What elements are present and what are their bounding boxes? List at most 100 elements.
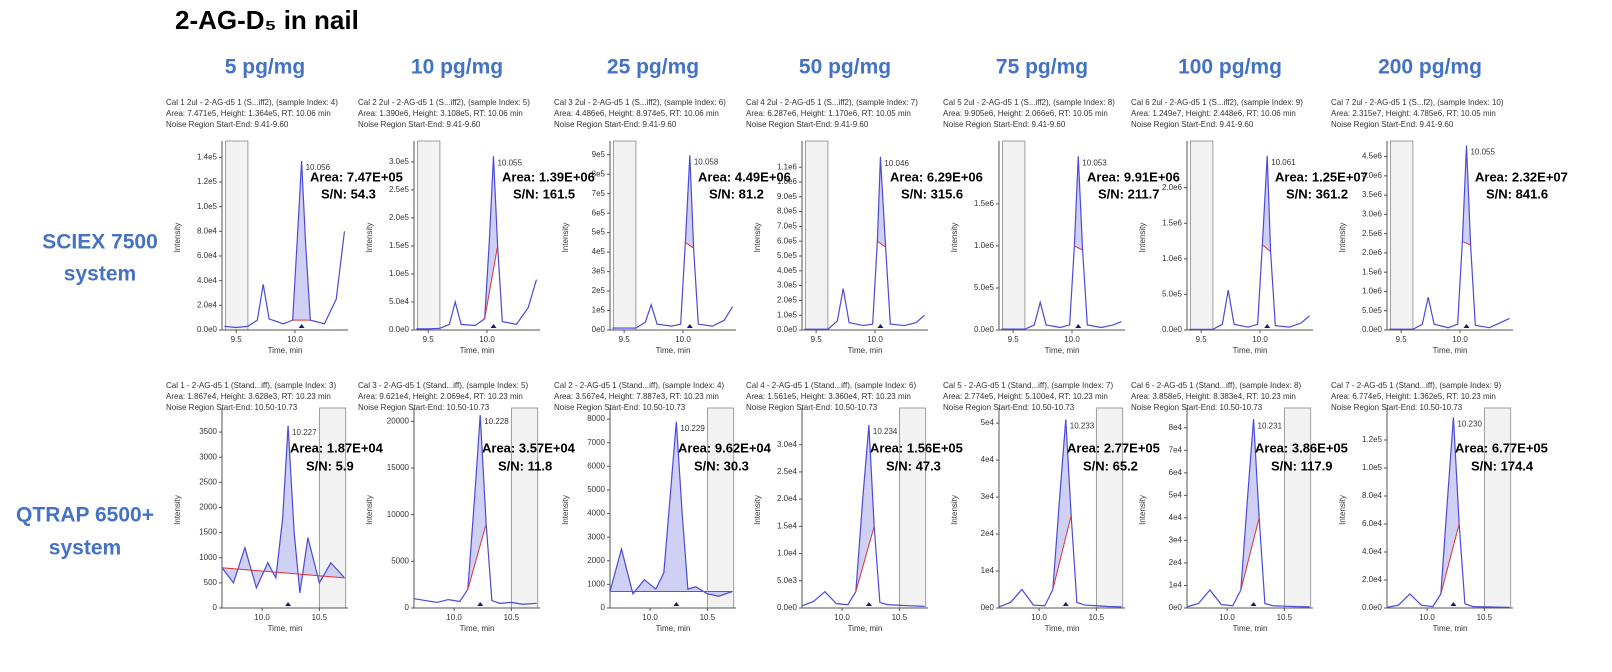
trace — [1386, 417, 1510, 608]
x-axis-label: Time, min — [656, 624, 691, 633]
peak-label: 10.058 — [694, 157, 719, 166]
y-tick-label: 4000 — [587, 509, 605, 518]
y-axis-label: Intensity — [365, 495, 374, 525]
y-tick-label: 1.5e6 — [974, 199, 995, 208]
column-label: 100 pg/mg — [1178, 56, 1282, 79]
peak-fill — [292, 161, 311, 321]
sn-annotation: S/N: 54.3 — [321, 186, 376, 201]
y-tick-label: 1000 — [199, 553, 217, 562]
x-tick-label: 10.0 — [1252, 335, 1268, 344]
peak-label: 10.053 — [1082, 158, 1107, 167]
y-tick-label: 3500 — [199, 427, 217, 436]
peak-marker — [1450, 602, 1457, 606]
sn-annotation: S/N: 174.4 — [1471, 458, 1534, 473]
x-tick-label: 10.0 — [446, 613, 462, 622]
y-tick-label: 5.0e5 — [1362, 306, 1383, 315]
peak-marker — [298, 324, 305, 328]
x-axis-label: Time, min — [1045, 624, 1080, 633]
y-tick-label: 7000 — [587, 438, 605, 447]
peak-marker — [1250, 602, 1257, 606]
y-tick-label: 8e4 — [1169, 423, 1183, 432]
y-tick-label: 0.0e0 — [974, 325, 995, 334]
y-tick-label: 5.0e5 — [974, 283, 995, 292]
panel-header: Area: 9.621e4, Height: 2.069e4, RT: 10.2… — [358, 392, 523, 401]
x-axis-label: Time, min — [460, 624, 495, 633]
noise-region — [613, 140, 637, 331]
peak-marker — [1062, 602, 1069, 606]
y-tick-label: 1.0e4 — [777, 549, 798, 558]
baseline — [1074, 245, 1083, 251]
y-tick-label: 7e5 — [592, 189, 606, 198]
baseline — [877, 240, 886, 248]
baseline — [685, 241, 694, 249]
y-tick-label: 2.5e5 — [389, 185, 410, 194]
baseline — [1262, 244, 1271, 253]
x-tick-label: 10.5 — [312, 613, 328, 622]
panel-header: Area: 3.567e4, Height: 7.887e3, RT: 10.2… — [554, 392, 719, 401]
x-tick-label: 10.0 — [675, 335, 691, 344]
panel-header: Noise Region Start-End: 9.41-9.60 — [943, 120, 1066, 129]
sn-annotation: S/N: 5.9 — [306, 458, 354, 473]
peak-fill — [1440, 417, 1460, 594]
panel-header: Cal 7 - 2-AG-d5 1 (Stand...iff), (sample… — [1331, 381, 1501, 390]
x-axis-label: Time, min — [268, 624, 303, 633]
y-tick-label: 1.5e6 — [1162, 218, 1183, 227]
baseline — [1462, 240, 1471, 246]
sn-annotation: S/N: 65.2 — [1083, 458, 1138, 473]
sn-annotation: S/N: 841.6 — [1486, 186, 1548, 201]
peak-marker — [877, 324, 884, 328]
column-label: 5 pg/mg — [225, 56, 306, 79]
panel-header: Noise Region Start-End: 9.41-9.60 — [358, 120, 481, 129]
column-label: 10 pg/mg — [411, 56, 503, 79]
x-tick-label: 9.5 — [1196, 335, 1208, 344]
y-tick-label: 3.0e5 — [777, 281, 798, 290]
x-tick-label: 9.5 — [1396, 335, 1408, 344]
y-tick-label: 2.0e6 — [1162, 183, 1183, 192]
peak-fill — [467, 414, 487, 590]
area-annotation: Area: 2.32E+07 — [1475, 169, 1568, 184]
y-tick-label: 5000 — [391, 556, 409, 565]
y-axis-label: Intensity — [1138, 223, 1147, 253]
peak-marker — [285, 602, 292, 606]
area-annotation: Area: 1.87E+04 — [290, 440, 384, 455]
y-tick-label: 5.0e4 — [389, 297, 410, 306]
baseline — [1440, 523, 1460, 595]
y-axis-label: Intensity — [1338, 223, 1347, 253]
y-tick-label: 500 — [204, 578, 218, 587]
panel-header: Cal 3 2ul - 2-AG-d5 1 (S...iff2), (sampl… — [554, 98, 726, 107]
peak-marker — [490, 324, 497, 328]
y-tick-label: 4.0e5 — [777, 266, 798, 275]
panel-header: Area: 1.867e4, Height: 3.628e3, RT: 10.2… — [166, 392, 331, 401]
y-tick-label: 0e0 — [981, 603, 995, 612]
area-annotation: Area: 9.62E+04 — [678, 440, 772, 455]
trace — [804, 156, 925, 330]
panel-header: Cal 6 2ul - 2-AG-d5 1 (S...iff2), (sampl… — [1131, 98, 1303, 107]
row-label: QTRAP 6500+ — [16, 504, 154, 527]
area-annotation: Area: 1.25E+07 — [1275, 169, 1368, 184]
panel-header: Cal 1 - 2-AG-d5 1 (Stand...iff), (sample… — [166, 381, 336, 390]
y-tick-label: 9e5 — [592, 150, 606, 159]
x-tick-label: 10.0 — [642, 613, 658, 622]
trace — [413, 414, 537, 605]
panel-header: Cal 4 2ul - 2-AG-d5 1 (S...iff2), (sampl… — [746, 98, 918, 107]
column-label: 75 pg/mg — [996, 56, 1088, 79]
peak-label: 10.061 — [1271, 158, 1296, 167]
y-tick-label: 3e5 — [592, 267, 606, 276]
column-label: 200 pg/mg — [1378, 56, 1482, 79]
row-label: system — [49, 537, 121, 560]
peak-fill — [610, 421, 733, 597]
y-axis-label: Intensity — [1138, 495, 1147, 525]
y-tick-label: 1.5e6 — [1362, 267, 1383, 276]
area-annotation: Area: 6.29E+06 — [890, 169, 983, 184]
panel-header: Noise Region Start-End: 9.41-9.60 — [554, 120, 677, 129]
sn-annotation: S/N: 81.2 — [709, 186, 764, 201]
x-axis-label: Time, min — [268, 346, 303, 355]
x-tick-label: 10.5 — [1089, 613, 1105, 622]
y-tick-label: 2e4 — [1169, 558, 1183, 567]
peak-marker — [686, 324, 693, 328]
area-annotation: Area: 4.49E+06 — [698, 169, 791, 184]
panel-header: Cal 7 2ul - 2-AG-d5 1 (S...f2), (sample … — [1331, 98, 1504, 107]
noise-region — [805, 140, 829, 331]
y-tick-label: 1.0e6 — [974, 241, 995, 250]
